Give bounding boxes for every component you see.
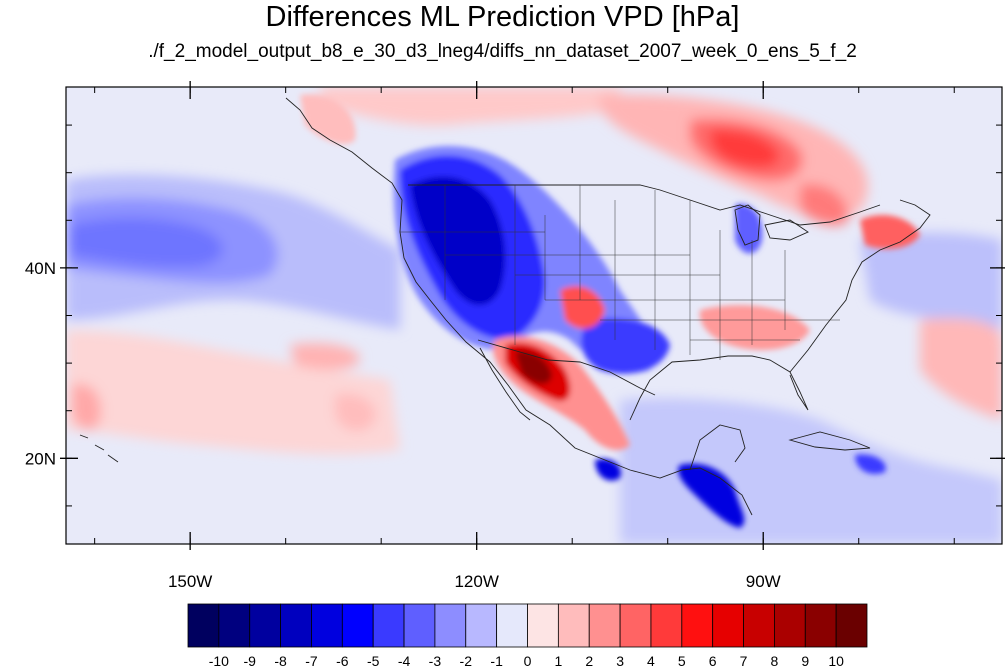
- colorbar-label: 10: [828, 653, 844, 669]
- colorbar-label: -5: [367, 653, 380, 669]
- x-tick-label: 90W: [746, 572, 781, 591]
- colorbar-box: [804, 603, 837, 648]
- colorbar-box: [712, 603, 744, 648]
- colorbar-box: [372, 603, 405, 648]
- colorbar-box: [527, 603, 559, 648]
- colorbar-label: -6: [336, 653, 349, 669]
- colorbar-label: 5: [678, 653, 686, 669]
- pacific-pink-3: [335, 393, 376, 431]
- colorbar-label: -3: [429, 653, 442, 669]
- colorbar-box: [681, 603, 714, 648]
- colorbar-box: [588, 603, 621, 648]
- us-canada-border: [408, 184, 881, 226]
- colorbar-label: -2: [460, 653, 473, 669]
- y-tick-label: 20N: [25, 449, 56, 468]
- colorbar-label: 3: [616, 653, 624, 669]
- state-boundaries: [400, 185, 840, 360]
- colorbar-labels: -10 -9 -8 -7 -6 -5 -4 -3 -2 -1 0 1 2 3 4 5 6 7 8 9 10: [209, 653, 844, 669]
- state-lines-horizontal: [400, 231, 840, 341]
- pacific-blue-core-2: [70, 217, 223, 268]
- pacific-pink-2: [290, 343, 360, 370]
- us-mexico-border: [477, 339, 656, 396]
- colorbar-label: 1: [554, 653, 562, 669]
- colorbar-label: 7: [740, 653, 748, 669]
- x-tick-label: 120W: [454, 572, 498, 591]
- atlantic-blue: [860, 232, 1002, 330]
- colorbar-label: -1: [490, 653, 503, 669]
- yucatan-coastline: [689, 424, 746, 471]
- colorbar-box: [557, 603, 590, 648]
- colorbar-label: -7: [305, 653, 318, 669]
- colorbar-label: 2: [585, 653, 593, 669]
- north-pink: [320, 87, 620, 126]
- colorbar-box: [341, 603, 374, 648]
- colorbar-label: 8: [771, 653, 779, 669]
- great-lakes: [734, 204, 809, 246]
- colorbar-box: [496, 603, 528, 648]
- colorbar-box: [619, 603, 652, 648]
- caribbean-blue: [855, 454, 886, 475]
- hawaii: [79, 434, 119, 463]
- x-tick-label: 150W: [168, 572, 212, 591]
- map-subtitle: ./f_2_model_output_b8_e_30_d3_lneg4/diff…: [148, 41, 857, 62]
- colorbar-label: 4: [647, 653, 655, 669]
- atlantic-pink: [920, 318, 1002, 420]
- ontario-red: [800, 184, 849, 226]
- y-tick-label: 40N: [25, 259, 56, 278]
- colorbar-boxes: [187, 603, 868, 648]
- coastlines: [79, 97, 931, 516]
- colorbar-box: [650, 603, 683, 648]
- field-layer: [66, 87, 1002, 544]
- colorbar-label: 6: [709, 653, 717, 669]
- colorbar-label: 0: [524, 653, 532, 669]
- colorado-red: [560, 286, 605, 329]
- map-title: Differences ML Prediction VPD [hPa]: [265, 1, 740, 33]
- gulf-coastline: [629, 355, 809, 421]
- colorbar-box: [218, 603, 251, 648]
- colorbar-box: [311, 603, 343, 648]
- east-coastline: [789, 199, 931, 373]
- pacific-pink-1: [66, 330, 400, 455]
- alaska-pink: [300, 94, 356, 145]
- northeast-red: [860, 215, 920, 249]
- canada-red-core: [709, 129, 780, 168]
- colorbar-box: [835, 603, 868, 648]
- colorbar-box: [403, 603, 436, 648]
- colorbar-box: [280, 603, 312, 648]
- colorbar-label: 9: [801, 653, 809, 669]
- colorbar-label: -10: [209, 653, 229, 669]
- west-us-dark-blue: [410, 176, 506, 305]
- colorbar-box: [743, 603, 775, 648]
- colorbar-box: [187, 603, 220, 648]
- cuba: [788, 431, 871, 451]
- axis-labels: 150W 120W 90W 40N 20N: [25, 259, 781, 591]
- colorbar-label: -9: [244, 653, 257, 669]
- hawaii-pink: [72, 384, 101, 430]
- colorbar-box: [434, 603, 467, 648]
- colorbar-label: -4: [398, 653, 411, 669]
- baja-coastline: [479, 347, 531, 421]
- colorbar-label: -8: [274, 653, 287, 669]
- state-lines-vertical: [444, 185, 786, 360]
- central-america-blue: [678, 463, 745, 528]
- southeast-pink: [699, 305, 810, 350]
- texas-blue: [581, 318, 670, 374]
- north-america-coastline: [285, 97, 753, 516]
- sw-dark-red: [515, 351, 552, 384]
- axis-ticks: [60, 81, 1005, 550]
- colorbar-box: [249, 603, 281, 648]
- colorbar-box: [465, 603, 498, 648]
- colorbar-box: [774, 603, 806, 648]
